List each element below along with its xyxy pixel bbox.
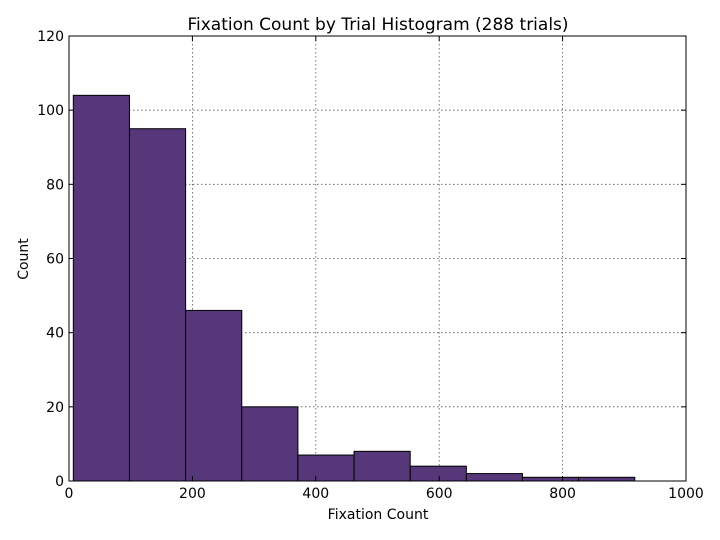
axis-ticks <box>68 35 687 482</box>
y-axis-label: Count <box>16 238 32 280</box>
y-tick-label-1: 20 <box>46 400 64 416</box>
x-tick-label-1: 200 <box>179 486 206 502</box>
histogram-bar-4 <box>297 454 355 482</box>
y-tick-label-5: 100 <box>37 103 64 119</box>
x-tick-label-5: 1000 <box>668 486 704 502</box>
x-tick-labels: 0 200 400 600 800 1000 <box>65 486 704 502</box>
y-tick-label-4: 80 <box>46 177 64 193</box>
x-tick-label-3: 600 <box>426 486 453 502</box>
x-tick-label-0: 0 <box>65 486 74 502</box>
histogram-bar-0 <box>72 94 130 482</box>
x-tick-label-4: 800 <box>549 486 576 502</box>
grid-lines <box>69 36 686 481</box>
y-tick-label-2: 40 <box>46 326 64 342</box>
y-tick-label-3: 60 <box>46 252 64 268</box>
x-axis-label: Fixation Count <box>328 507 429 523</box>
histogram-bar-3 <box>241 406 299 482</box>
x-tick-label-2: 400 <box>302 486 329 502</box>
histogram-bar-8 <box>521 476 580 482</box>
histogram-bar-1 <box>128 128 187 482</box>
histogram-bar-2 <box>185 309 243 482</box>
histogram-bar-9 <box>578 476 636 482</box>
y-tick-labels: 0 20 40 60 80 100 120 <box>37 29 64 490</box>
y-tick-label-0: 0 <box>55 474 64 490</box>
histogram-bar-5 <box>353 450 411 482</box>
bars <box>72 94 636 482</box>
y-tick-label-6: 120 <box>37 29 64 45</box>
chart-title: Fixation Count by Trial Histogram (288 t… <box>187 15 568 35</box>
histogram-bar-6 <box>409 465 467 482</box>
histogram-bar-7 <box>465 473 523 482</box>
